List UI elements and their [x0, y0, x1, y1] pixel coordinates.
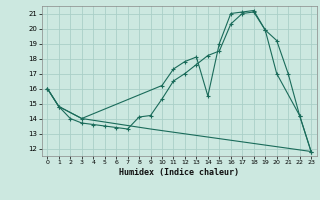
X-axis label: Humidex (Indice chaleur): Humidex (Indice chaleur)	[119, 168, 239, 177]
